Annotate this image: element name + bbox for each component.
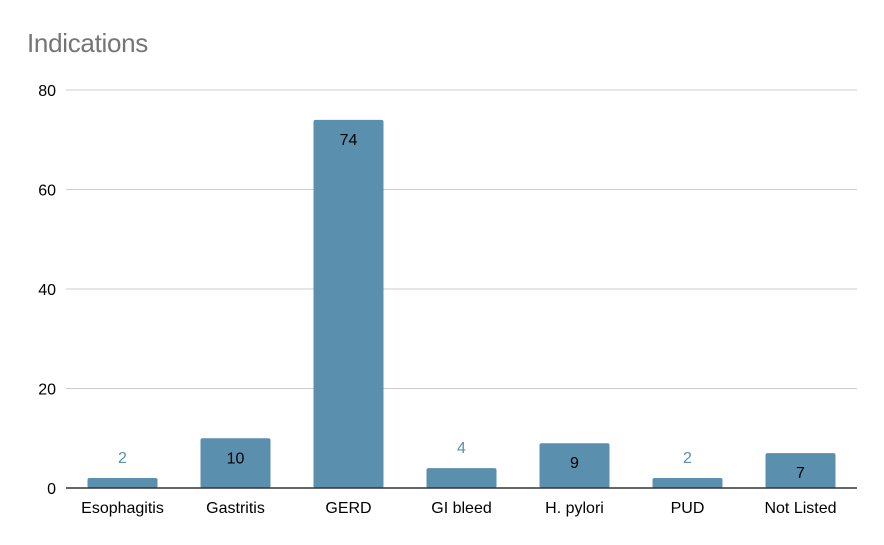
gridlines [66,89,857,389]
x-axis-ticks: Esophagitis Gastritis GERD GI bleed H. pylor… [81,500,836,517]
data-label: 10 [227,450,245,467]
bar [765,453,836,488]
y-axis-ticks: 0 20 40 60 80 [38,83,56,498]
data-label: 4 [457,440,466,457]
bar [200,438,271,488]
y-tick-label: 60 [38,183,56,200]
x-tick-label: Esophagitis [81,500,164,517]
x-tick-label: Not Listed [764,500,836,517]
x-tick-label: Gastritis [206,500,265,517]
data-label: 74 [340,132,358,149]
x-tick-label: H. pylori [545,500,604,517]
y-tick-label: 0 [47,481,56,498]
x-tick-label: GI bleed [431,500,491,517]
data-labels: 2 10 74 4 9 2 7 [118,132,805,482]
bar [313,119,384,488]
x-tick-label: GERD [325,500,371,517]
y-tick-label: 20 [38,382,56,399]
bar [87,478,158,488]
bar [539,443,610,488]
x-tick-label: PUD [671,500,705,517]
y-tick-label: 40 [38,282,56,299]
bars [87,119,836,488]
data-label: 7 [796,465,805,482]
bar [426,468,497,488]
data-label: 2 [118,450,127,467]
y-tick-label: 80 [38,83,56,100]
data-label: 2 [683,450,692,467]
chart-title: Indications [27,28,148,58]
bar [652,478,723,488]
data-label: 9 [570,455,579,472]
